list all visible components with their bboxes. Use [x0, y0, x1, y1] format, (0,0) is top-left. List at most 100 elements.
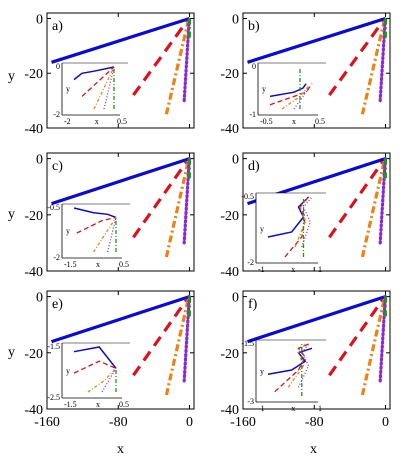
x-axis-label-right: x [310, 442, 317, 457]
inset-series-blue [73, 346, 117, 369]
inset-y-label: y [66, 227, 70, 236]
series-line-purple [182, 157, 191, 245]
y-tick-label: -20 [24, 347, 43, 362]
series-line-blue [247, 16, 386, 64]
panel-frame [242, 152, 391, 272]
y-tick-label: -20 [220, 209, 239, 224]
series-line-orange [164, 161, 190, 258]
inset-series-purple [103, 66, 115, 110]
inset-y-label: y [260, 225, 264, 234]
panel-frame [46, 290, 195, 410]
x-tick-label: -160 [230, 415, 256, 430]
y-tick-label: 0 [36, 153, 43, 168]
y-tick-label: -40 [220, 403, 239, 418]
series-line-red [328, 298, 385, 377]
series-line-red [328, 160, 385, 239]
y-tick-label: -40 [24, 403, 43, 418]
inset-x-tick-label: -2 [64, 117, 71, 126]
panel-series [51, 16, 192, 115]
series-line-red [132, 298, 189, 377]
series-line-orange [360, 161, 386, 258]
inset-series-purple [293, 87, 310, 110]
inset-series-blue [73, 66, 115, 81]
x-tick-label: -80 [305, 415, 324, 430]
inset-series-orange [93, 217, 117, 253]
y-tick-label: 0 [36, 12, 43, 27]
inset-y-tick-label: -0.5 [47, 203, 60, 212]
panel-label: d) [248, 159, 260, 174]
panel-frame [242, 12, 391, 129]
panel-3: 0 -20 -40 c) -0.5 -2 -1.5 0.5 y x [24, 152, 195, 280]
inset-x-tick-label: 0.5 [119, 400, 129, 409]
panel-frame [46, 12, 195, 129]
inset-series-red [269, 83, 313, 106]
inset-y-tick-label: -2 [53, 110, 60, 119]
inset-x-tick-label: -0.5 [260, 117, 273, 126]
y-tick-label: -20 [220, 347, 239, 362]
series-line-purple [378, 157, 387, 245]
panel-label: f) [248, 297, 258, 312]
inset-x-tick-label: 0.5 [117, 117, 127, 126]
x-axis-label-left: x [117, 442, 124, 457]
panel-series [51, 157, 192, 258]
inset-y-label: y [260, 367, 264, 376]
series-line-red [328, 20, 385, 97]
panel-series [247, 16, 388, 115]
inset-y-tick-label: -0.5 [241, 192, 254, 201]
inset-x-tick-label: 1 [318, 265, 322, 274]
inset-x-tick-label: -1.5 [64, 260, 77, 269]
series-line-orange [164, 299, 190, 396]
inset-y-tick-label: -2.5 [47, 393, 60, 402]
inset-y-tick-label: 0 [252, 62, 256, 71]
panel-label: a) [52, 19, 63, 34]
inset-x-tick-label: 0.5 [119, 260, 129, 269]
y-tick-label: -20 [24, 209, 43, 224]
inset-series-red [76, 216, 117, 234]
x-tick-label: -80 [109, 415, 128, 430]
series-line-blue [247, 295, 386, 344]
y-tick-label: 0 [36, 291, 43, 306]
y-tick-label: -20 [24, 67, 43, 82]
inset-y-tick-label: -2 [247, 258, 254, 267]
inset-y-tick-label: -1.5 [47, 342, 60, 351]
inset-x-label: x [292, 117, 296, 126]
panel-1: 0 -20 -40 a) 0 -2 -2 0.5 y x [24, 12, 195, 137]
y-tick-label: 0 [232, 153, 239, 168]
y-tick-label: 0 [232, 291, 239, 306]
panel-label: c) [52, 159, 63, 174]
inset-y-label: y [66, 366, 70, 375]
x-tick-label: 0 [382, 415, 389, 430]
panel-4: 0 -20 -40 d) -0.5 -2 -1 1 y x [220, 152, 391, 280]
panel-2: 0 -20 -40 b) 0 -1 -0.5 0.5 y x [220, 12, 391, 137]
y-tick-label: -20 [220, 67, 239, 82]
inset-1: 0 -2 -2 0.5 y x [53, 62, 128, 126]
inset-x-tick-label: -1.5 [64, 400, 77, 409]
inset-series-blue [267, 347, 313, 376]
series-line-orange [360, 299, 386, 396]
series-line-orange [164, 20, 190, 115]
panel-frame [46, 152, 195, 272]
series-line-red [132, 160, 189, 239]
inset-x-label: x [96, 400, 100, 409]
series-line-orange [360, 20, 386, 115]
panel-label: e) [52, 297, 63, 312]
y-axis-label-row-1: y [8, 69, 15, 84]
inset-series-blue [73, 207, 117, 219]
panel-series [51, 295, 192, 396]
x-tick-label: -160 [34, 415, 60, 430]
inset-6: -1.5 -3 -1 1 y x [241, 339, 326, 413]
inset-x-label: x [291, 265, 295, 274]
inset-y-tick-label: -3 [247, 397, 254, 406]
inset-series-red [73, 360, 117, 374]
inset-x-tick-label: 1 [318, 404, 322, 413]
inset-5: -1.5 -2.5 -1.5 0.5 y x [47, 342, 130, 409]
inset-background [62, 343, 122, 398]
series-line-blue [51, 16, 190, 64]
series-line-blue [51, 295, 190, 344]
inset-background [256, 193, 318, 263]
inset-series-blue [269, 83, 307, 98]
inset-series-orange [294, 196, 310, 248]
series-line-purple [378, 295, 387, 383]
inset-y-tick-label: -1 [249, 110, 256, 119]
